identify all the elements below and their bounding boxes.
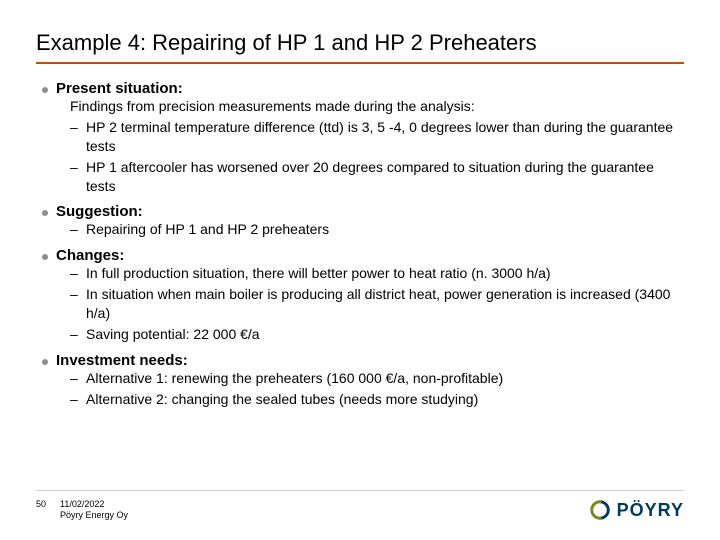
section-heading-text: Present situation: — [56, 80, 183, 97]
section-heading: Changes: — [42, 247, 684, 264]
list-item: – In situation when main boiler is produ… — [70, 285, 684, 323]
dash-icon: – — [70, 285, 80, 304]
section-changes: Changes: – In full production situation,… — [42, 247, 684, 344]
dash-icon: – — [70, 369, 80, 388]
section-body: – In full production situation, there wi… — [42, 264, 684, 344]
section-heading-text: Changes: — [56, 247, 124, 264]
bullet-dot-icon — [42, 254, 48, 260]
slide-content: Present situation: Findings from precisi… — [36, 80, 684, 409]
list-item-text: Saving potential: 22 000 €/a — [86, 325, 684, 344]
logo-text: PÖYRY — [617, 500, 684, 521]
company-logo: PÖYRY — [589, 499, 684, 521]
list-item-text: Alternative 2: changing the sealed tubes… — [86, 390, 684, 409]
dash-icon: – — [70, 390, 80, 409]
bullet-dot-icon — [42, 210, 48, 216]
list-item: – HP 2 terminal temperature difference (… — [70, 118, 684, 156]
list-item: – HP 1 aftercooler has worsened over 20 … — [70, 158, 684, 196]
footer-left: 50 11/02/2022 Pöyry Energy Oy — [36, 499, 128, 522]
slide: Example 4: Repairing of HP 1 and HP 2 Pr… — [0, 0, 720, 540]
footer-company: Pöyry Energy Oy — [60, 510, 128, 522]
footer-date: 11/02/2022 — [60, 499, 128, 511]
section-suggestion: Suggestion: – Repairing of HP 1 and HP 2… — [42, 203, 684, 239]
section-heading-text: Suggestion: — [56, 203, 143, 220]
footer-meta: 11/02/2022 Pöyry Energy Oy — [60, 499, 128, 522]
page-number: 50 — [36, 499, 46, 509]
dash-icon: – — [70, 158, 80, 177]
dash-icon: – — [70, 325, 80, 344]
dash-icon: – — [70, 264, 80, 283]
logo-mark-icon — [589, 499, 611, 521]
list-item-text: Repairing of HP 1 and HP 2 preheaters — [86, 220, 684, 239]
slide-footer: 50 11/02/2022 Pöyry Energy Oy PÖYRY — [36, 490, 684, 522]
section-body: Findings from precision measurements mad… — [42, 97, 684, 195]
slide-title: Example 4: Repairing of HP 1 and HP 2 Pr… — [36, 30, 684, 64]
section-heading: Present situation: — [42, 80, 684, 97]
list-item: – Alternative 1: renewing the preheaters… — [70, 369, 684, 388]
list-item-text: HP 1 aftercooler has worsened over 20 de… — [86, 158, 684, 196]
section-heading-text: Investment needs: — [56, 352, 188, 369]
section-intro: Findings from precision measurements mad… — [70, 97, 684, 116]
section-body: – Repairing of HP 1 and HP 2 preheaters — [42, 220, 684, 239]
bullet-dot-icon — [42, 87, 48, 93]
list-item-text: In situation when main boiler is produci… — [86, 285, 684, 323]
section-heading: Investment needs: — [42, 352, 684, 369]
list-item-text: In full production situation, there will… — [86, 264, 684, 283]
dash-icon: – — [70, 220, 80, 239]
list-item-text: HP 2 terminal temperature difference (tt… — [86, 118, 684, 156]
section-present-situation: Present situation: Findings from precisi… — [42, 80, 684, 195]
list-item: – In full production situation, there wi… — [70, 264, 684, 283]
section-body: – Alternative 1: renewing the preheaters… — [42, 369, 684, 409]
list-item: – Saving potential: 22 000 €/a — [70, 325, 684, 344]
section-investment-needs: Investment needs: – Alternative 1: renew… — [42, 352, 684, 409]
list-item-text: Alternative 1: renewing the preheaters (… — [86, 369, 684, 388]
list-item: – Alternative 2: changing the sealed tub… — [70, 390, 684, 409]
dash-icon: – — [70, 118, 80, 137]
list-item: – Repairing of HP 1 and HP 2 preheaters — [70, 220, 684, 239]
bullet-dot-icon — [42, 359, 48, 365]
section-heading: Suggestion: — [42, 203, 684, 220]
